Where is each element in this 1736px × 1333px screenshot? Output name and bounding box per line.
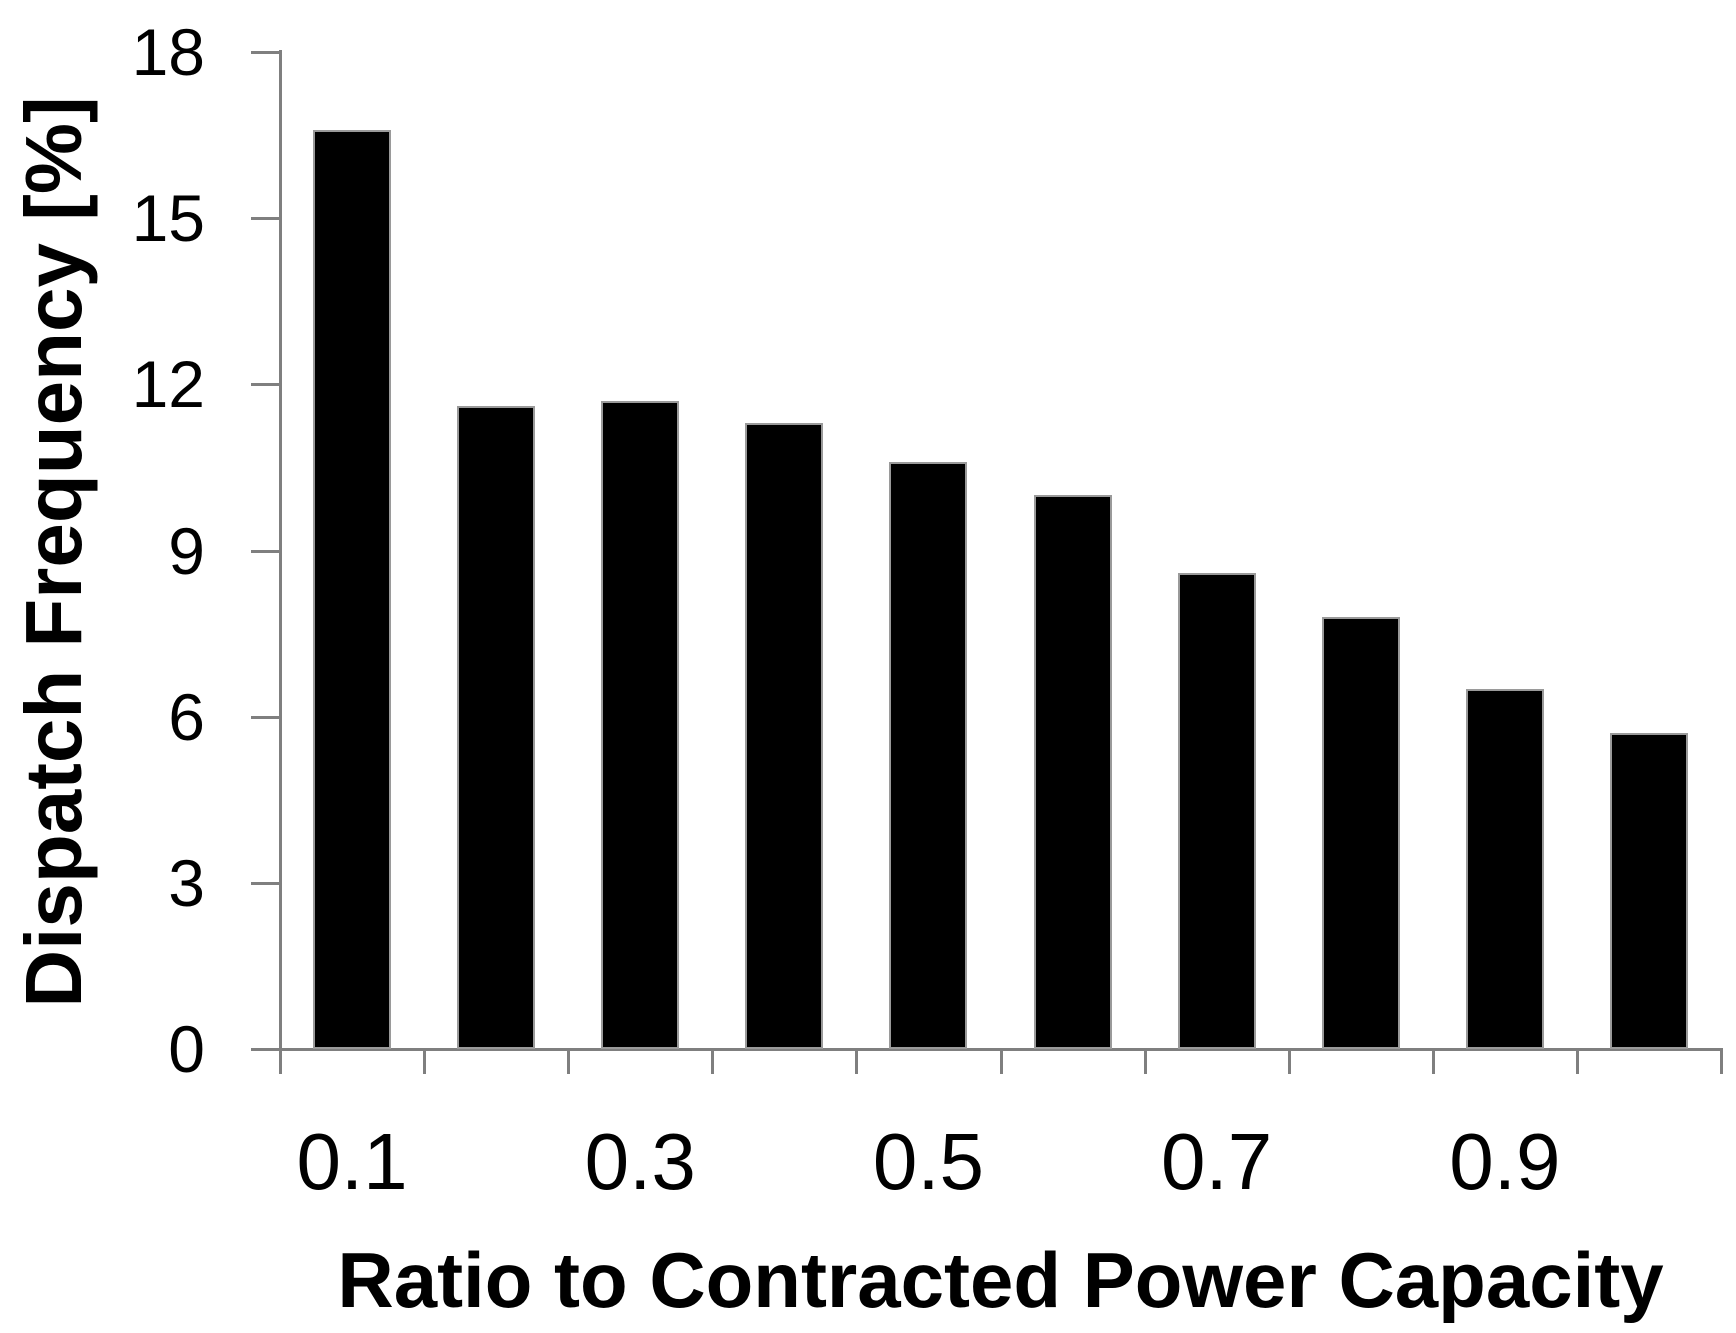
- y-tick-6: [251, 715, 280, 719]
- y-tick-18: [251, 51, 280, 54]
- bar-0.5: [889, 461, 968, 1049]
- bar-0.7: [1177, 572, 1256, 1049]
- y-tick-label-12: 12: [131, 347, 205, 422]
- x-tick-8: [1431, 1051, 1435, 1074]
- x-axis-title: Ratio to Contracted Power Capacity: [337, 1236, 1664, 1324]
- y-tick-label-9: 9: [168, 513, 205, 588]
- y-tick-label-18: 18: [131, 15, 205, 89]
- bar-0.2: [457, 406, 536, 1049]
- x-axis-line: [279, 1048, 1723, 1051]
- y-axis-line: [279, 50, 282, 1051]
- x-tick-3: [711, 1051, 715, 1074]
- x-tick-5: [999, 1051, 1003, 1074]
- x-tick-1: [423, 1051, 427, 1074]
- y-tick-12: [251, 383, 280, 387]
- x-tick-label-0.9: 0.9: [1449, 1117, 1561, 1206]
- x-tick-10: [1720, 1051, 1723, 1074]
- y-tick-label-6: 6: [168, 679, 205, 754]
- x-tick-label-0.5: 0.5: [872, 1117, 985, 1206]
- bar-0.3: [601, 400, 680, 1049]
- bar-0.4: [745, 423, 824, 1049]
- y-tick-label-15: 15: [131, 181, 205, 256]
- bar-0.1: [313, 129, 392, 1049]
- bar-0.8: [1321, 616, 1400, 1049]
- bar-1: [1609, 733, 1688, 1049]
- x-tick-2: [567, 1051, 571, 1074]
- y-tick-15: [251, 217, 280, 221]
- bar-0.9: [1465, 688, 1544, 1049]
- x-tick-9: [1575, 1051, 1579, 1074]
- x-tick-label-0.3: 0.3: [584, 1117, 696, 1206]
- x-tick-label-0.7: 0.7: [1161, 1117, 1273, 1206]
- y-tick-label-3: 3: [168, 845, 205, 920]
- y-tick-3: [251, 881, 280, 885]
- x-tick-4: [855, 1051, 859, 1074]
- bar-0.6: [1033, 495, 1112, 1049]
- y-tick-0: [251, 1048, 280, 1051]
- y-tick-9: [251, 549, 280, 553]
- x-tick-6: [1143, 1051, 1147, 1074]
- x-tick-label-0.1: 0.1: [296, 1117, 408, 1206]
- x-tick-7: [1287, 1051, 1291, 1074]
- x-tick-0: [279, 1051, 282, 1074]
- y-tick-label-0: 0: [168, 1012, 205, 1086]
